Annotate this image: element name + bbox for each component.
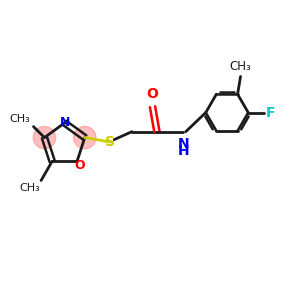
Text: O: O — [147, 87, 158, 101]
Text: S: S — [105, 135, 115, 149]
Text: CH₃: CH₃ — [230, 60, 251, 73]
Text: N: N — [59, 116, 70, 129]
Text: CH₃: CH₃ — [9, 114, 30, 124]
Circle shape — [74, 126, 96, 149]
Text: F: F — [266, 106, 275, 119]
Circle shape — [33, 126, 56, 149]
Text: CH₃: CH₃ — [19, 183, 40, 193]
Text: O: O — [74, 159, 85, 172]
Text: N: N — [178, 137, 189, 151]
Text: H: H — [178, 144, 189, 158]
